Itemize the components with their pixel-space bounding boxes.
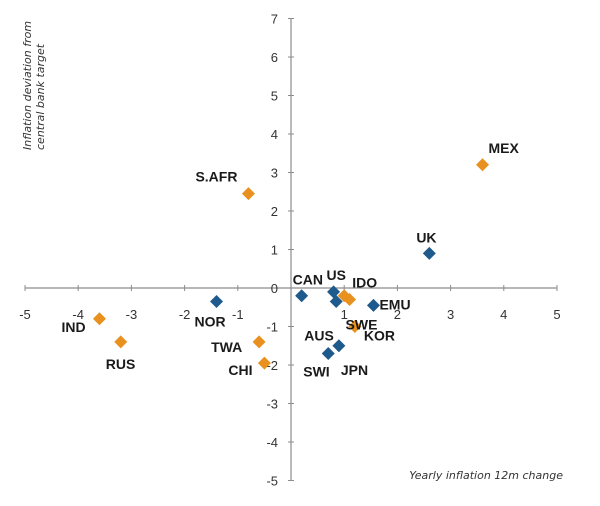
y-tick-label: 1 <box>271 243 278 258</box>
point-label-jpn: JPN <box>341 362 368 378</box>
y-tick-label: 6 <box>271 50 278 65</box>
point-uk <box>422 246 436 260</box>
point-aus <box>329 294 343 308</box>
point-label-rus: RUS <box>106 356 136 372</box>
y-tick-label: 2 <box>271 204 278 219</box>
point-mex <box>476 158 490 172</box>
y-axis-label-line-2: central bank target <box>34 43 47 150</box>
y-tick-label: 5 <box>271 89 278 104</box>
data-points <box>92 158 490 370</box>
point-twa <box>252 335 266 349</box>
point-label-ido: IDO <box>352 275 377 291</box>
point-label-kor: KOR <box>364 328 395 344</box>
point-jpn <box>332 339 346 353</box>
x-tick-label: -4 <box>72 307 84 322</box>
point-chi <box>257 356 271 370</box>
x-tick-label: -1 <box>232 307 244 322</box>
x-tick-label: 2 <box>394 307 401 322</box>
x-tick-label: 5 <box>553 307 560 322</box>
point-ind <box>92 312 106 326</box>
point-nor <box>210 294 224 308</box>
y-axis-label: Inflation deviation from central bank ta… <box>21 17 47 150</box>
y-axis-label-line-1: Inflation deviation from <box>21 21 34 150</box>
point-emu <box>366 298 380 312</box>
y-tick-label: 0 <box>271 281 278 296</box>
point-us <box>327 285 341 299</box>
point-label-safr: S.AFR <box>195 169 237 185</box>
x-tick-label: -5 <box>19 307 31 322</box>
point-label-emu: EMU <box>379 296 410 312</box>
y-tick-label: -1 <box>266 320 278 335</box>
x-tick-label: 3 <box>447 307 454 322</box>
point-rus <box>114 335 128 349</box>
x-tick-label: -3 <box>126 307 138 322</box>
point-swe <box>343 293 357 307</box>
x-tick-label: 4 <box>500 307 507 322</box>
point-swi <box>321 346 335 360</box>
point-label-swe: SWE <box>346 317 378 333</box>
x-tick-label: 1 <box>341 307 348 322</box>
point-label-ind: IND <box>61 319 85 335</box>
point-label-chi: CHI <box>228 362 252 378</box>
y-tick-label: -2 <box>266 358 278 373</box>
point-label-mex: MEX <box>489 140 520 156</box>
x-axis-label: Yearly inflation 12m change <box>409 469 563 482</box>
y-tick-label: 7 <box>271 12 278 27</box>
point-safr <box>241 187 255 201</box>
point-can <box>295 289 309 303</box>
y-tick-label: -3 <box>266 397 278 412</box>
point-label-twa: TWA <box>211 339 242 355</box>
y-tick-label: -4 <box>266 435 278 450</box>
y-tick-label: 3 <box>271 166 278 181</box>
point-label-uk: UK <box>416 229 436 245</box>
y-tick-label: -5 <box>266 474 278 489</box>
point-kor <box>348 320 362 333</box>
point-label-can: CAN <box>293 272 323 288</box>
tick-labels: -5 -4 -3 -2 -1 1 2 3 4 5 -5 -4 -3 -2 -1 0 1 2 3 4 5 6 7 <box>19 12 560 489</box>
point-label-nor: NOR <box>195 313 226 329</box>
point-label-us: US <box>327 267 346 283</box>
y-tick-label: 4 <box>271 127 278 142</box>
x-tick-label: -2 <box>179 307 191 322</box>
point-label-aus: AUS <box>304 327 334 343</box>
point-label-swi: SWI <box>303 363 329 379</box>
axes <box>24 18 558 481</box>
